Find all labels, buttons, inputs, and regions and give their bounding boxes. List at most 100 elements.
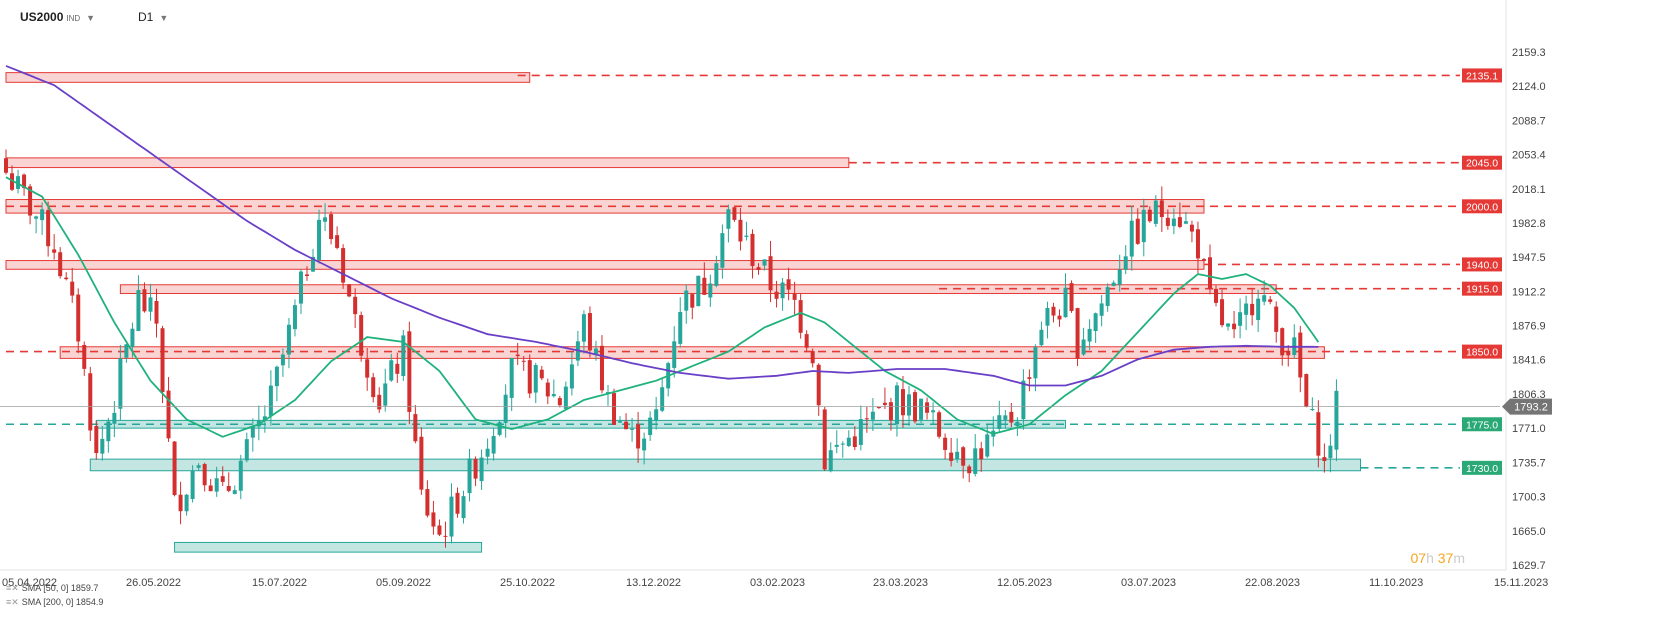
support-zone[interactable] <box>89 458 1361 472</box>
candle-body <box>714 263 719 286</box>
level-label-bg <box>1462 460 1502 475</box>
candle-body <box>1310 409 1315 411</box>
settings-icon[interactable]: ≡✕ <box>6 597 19 607</box>
candle-body <box>997 415 1002 429</box>
candle-body <box>864 418 869 420</box>
candle-body <box>888 402 893 421</box>
candle-body <box>1015 421 1020 427</box>
resistance-zone[interactable] <box>5 157 850 169</box>
support-zone[interactable] <box>174 541 483 553</box>
candle-body <box>226 485 231 491</box>
candle-body <box>443 535 448 537</box>
level-label-bg <box>1462 68 1502 83</box>
current-price-label: 1793.2 <box>1514 402 1548 414</box>
chevron-down-icon[interactable]: ▼ <box>159 13 169 23</box>
level-label: 2000.0 <box>1466 201 1498 213</box>
x-tick-label: 05.04.2022 <box>2 577 57 589</box>
chevron-down-icon[interactable]: ▼ <box>86 13 96 23</box>
candle-body <box>1069 283 1074 311</box>
candle-body <box>1214 288 1219 303</box>
level-label: 1730.0 <box>1466 463 1498 475</box>
candle-body <box>810 351 815 364</box>
current-price-tag <box>1502 398 1552 415</box>
candle-body <box>274 366 279 387</box>
candle-body <box>1135 218 1140 244</box>
timer-hours: 07 <box>1410 550 1427 566</box>
x-tick-label: 11.10.2023 <box>1369 577 1423 589</box>
candle-body <box>642 438 647 451</box>
candle-body <box>1328 445 1333 459</box>
candle-body <box>329 214 334 240</box>
resistance-zone[interactable] <box>59 346 1325 359</box>
candle-body <box>648 417 653 435</box>
candle-body <box>834 444 839 447</box>
x-tick-label: 26.05.2022 <box>126 577 181 589</box>
candle-body <box>1316 412 1321 456</box>
resistance-zone[interactable] <box>5 72 531 83</box>
level-label: 2135.1 <box>1466 70 1498 82</box>
sma200-line[interactable] <box>5 65 1319 387</box>
candle-body <box>684 290 689 311</box>
level-label: 1850.0 <box>1466 347 1498 359</box>
candle-body <box>515 354 520 357</box>
candle-body <box>961 447 966 466</box>
candle-body <box>166 390 171 439</box>
candle-body <box>100 438 105 454</box>
candle-body <box>708 283 713 298</box>
timeframe-selector[interactable]: D1 ▼ <box>138 10 168 24</box>
candle-body <box>798 300 803 333</box>
x-tick-label: 13.12.2022 <box>626 577 681 589</box>
symbol-suffix: IND <box>66 14 81 23</box>
sma50-line[interactable] <box>5 176 1320 438</box>
candle-body <box>148 297 153 312</box>
y-tick-label: 1771.0 <box>1512 423 1546 435</box>
candle-body <box>816 364 821 406</box>
candle-body <box>1063 287 1068 318</box>
settings-icon[interactable]: ≡✕ <box>6 583 19 593</box>
candle-body <box>335 235 340 248</box>
level-label-bg <box>1462 257 1502 272</box>
y-tick-label: 2124.0 <box>1512 81 1546 93</box>
candle-body <box>1171 218 1176 227</box>
candle-body <box>262 416 267 421</box>
resistance-zone[interactable] <box>5 199 1205 214</box>
y-tick-label: 2088.7 <box>1512 115 1546 127</box>
candle-body <box>563 386 568 409</box>
candle-body <box>979 448 984 460</box>
legend-sma50[interactable]: ≡✕ SMA [50, 0] 1859.7 <box>6 583 98 594</box>
candle-body <box>768 256 773 291</box>
candle-body <box>34 216 39 219</box>
candle-body <box>268 385 273 416</box>
timer-minutes: 37 <box>1437 550 1454 566</box>
candle-body <box>16 176 21 189</box>
candle-body <box>1003 415 1008 420</box>
symbol-name: US2000 <box>20 10 64 24</box>
candle-body <box>208 485 213 492</box>
symbol-selector[interactable]: US2000 IND ▼ <box>20 10 95 24</box>
candle-body <box>347 284 352 297</box>
legend-sma50-label: SMA [50, 0] 1859.7 <box>21 583 99 593</box>
candle-body <box>10 173 15 190</box>
timer-hours-unit: h <box>1426 550 1434 566</box>
y-tick-label: 1665.0 <box>1512 526 1546 538</box>
candle-body <box>449 496 454 537</box>
candle-countdown: 07h 37m <box>1410 550 1465 566</box>
candle-body <box>88 373 93 431</box>
candle-body <box>503 394 508 423</box>
resistance-zone[interactable] <box>5 260 1205 270</box>
candle-body <box>1045 307 1050 326</box>
candle-body <box>202 464 207 486</box>
candle-body <box>1183 221 1188 224</box>
candle-body <box>52 249 57 253</box>
candle-body <box>1093 313 1098 332</box>
legend-sma200[interactable]: ≡✕ SMA [200, 0] 1854.9 <box>6 597 103 608</box>
candle-body <box>931 410 936 413</box>
candle-body <box>178 494 183 512</box>
candle-body <box>1286 350 1291 356</box>
candle-body <box>160 328 165 393</box>
candle-body <box>919 398 924 420</box>
candle-body <box>581 314 586 342</box>
x-tick-label: 03.02.2023 <box>750 577 805 589</box>
